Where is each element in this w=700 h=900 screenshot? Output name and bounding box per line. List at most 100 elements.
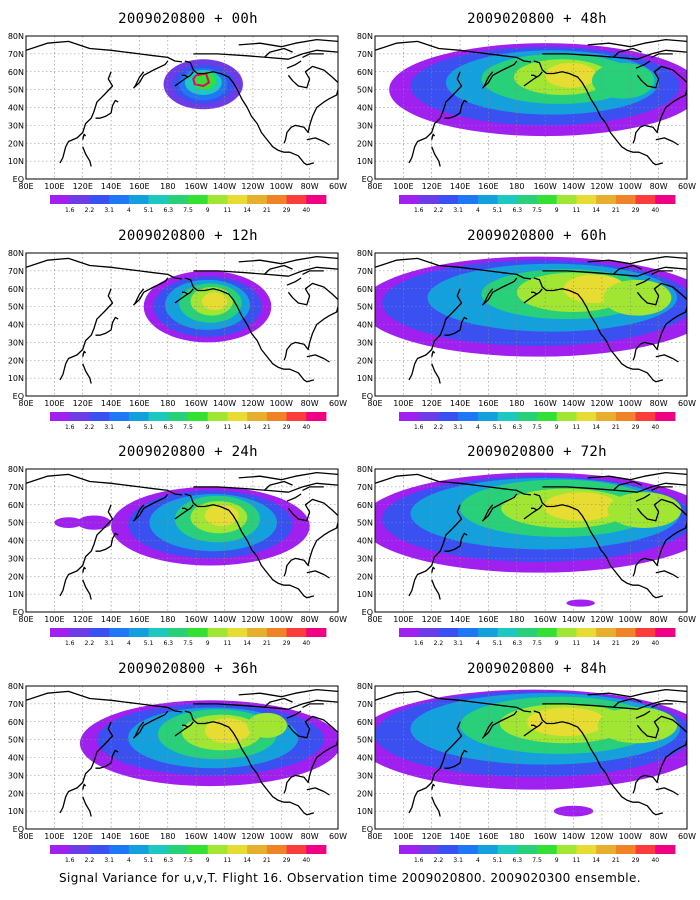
colorbar-label: 11: [573, 424, 581, 431]
coastline: [286, 60, 302, 69]
colorbar-swatch: [188, 628, 209, 637]
longitude-label: 120W: [590, 832, 613, 841]
latitude-label: 10N: [357, 157, 373, 166]
longitude-label: 120E: [73, 182, 93, 191]
panel-title: 2009020800 + 60h: [467, 228, 607, 244]
colorbar-swatch: [458, 412, 479, 421]
longitude-label: 120W: [590, 182, 613, 191]
colorbar-swatch: [517, 195, 538, 204]
colorbar-label: 9: [206, 424, 210, 431]
coastline: [82, 146, 92, 167]
latitude-label: EQ: [13, 825, 24, 834]
longitude-label: 140E: [450, 182, 470, 191]
longitude-label: 100W: [619, 615, 642, 624]
latitude-label: 10N: [8, 590, 24, 599]
latitude-label: 10N: [8, 807, 24, 816]
colorbar-swatch: [635, 845, 656, 854]
coastline: [302, 53, 324, 58]
panel-5: 2009020800 + 72h 80N 70N 60N 50N 40N 30N 20N 10…: [357, 443, 700, 659]
coastline: [302, 486, 324, 491]
longitude-label: 140W: [562, 399, 585, 408]
longitude-label: 60W: [329, 399, 347, 408]
colorbar-swatch: [556, 845, 577, 854]
coastline: [82, 579, 92, 600]
longitude-label: 180: [509, 182, 524, 191]
latitude-label: 20N: [8, 356, 24, 365]
longitude-label: 120E: [73, 615, 93, 624]
longitude-label: 80E: [18, 832, 33, 841]
colorbar-label: 9: [206, 207, 210, 214]
longitude-label: 160W: [185, 615, 208, 624]
colorbar-label: 7.5: [183, 640, 193, 647]
longitude-label: 180: [509, 615, 524, 624]
coastline: [263, 264, 293, 275]
gridlines: [26, 469, 338, 612]
colorbar-label: 6.3: [164, 857, 174, 864]
colorbar-swatch: [655, 628, 676, 637]
colorbar-label: 14: [592, 207, 600, 214]
coastline: [82, 783, 87, 790]
colorbar-label: 2.2: [85, 424, 95, 431]
longitude-label: 160E: [478, 182, 498, 191]
coastline: [59, 71, 114, 164]
longitude-label: 120W: [241, 832, 264, 841]
coastlines: [375, 688, 687, 817]
coastline: [287, 498, 338, 522]
coastline: [95, 99, 119, 119]
coastline: [444, 749, 468, 769]
panel-1: 2009020800 + 48h 80N 70N 60N 50N 40N 30N 20N 10…: [357, 10, 700, 226]
longitude-label: 180: [160, 832, 175, 841]
variance-field: [389, 43, 687, 137]
longitude-label: 60W: [329, 832, 347, 841]
panel-2: 2009020800 + 12h 80N 70N 60N 50N 40N 30N 20N 10…: [8, 227, 358, 443]
colorbar-label: 1.6: [65, 857, 75, 864]
longitude-label: 160W: [185, 182, 208, 191]
latitude-label: EQ: [13, 175, 24, 184]
coastline: [531, 724, 538, 728]
coastline: [193, 49, 338, 60]
latitude-label: 20N: [357, 572, 373, 581]
colorbar-label: 5.1: [493, 857, 503, 864]
gridlines: [375, 36, 687, 179]
colorbar-label: 40: [651, 207, 659, 214]
coastline: [431, 579, 441, 600]
longitude-label: 100E: [393, 399, 413, 408]
colorbar-swatch: [69, 412, 90, 421]
latitude-label: 30N: [357, 121, 373, 130]
colorbar-label: 7.5: [183, 857, 193, 864]
colorbar-swatch: [596, 412, 617, 421]
latitude-label: 40N: [357, 537, 373, 546]
colorbar-label: 2.2: [434, 640, 444, 647]
colorbar-swatch: [635, 195, 656, 204]
coastline: [612, 264, 642, 275]
coastline: [431, 133, 436, 140]
colorbar-label: 5.1: [144, 857, 154, 864]
coastline: [632, 522, 687, 577]
colorbar-label: 4: [476, 424, 480, 431]
longitude-label: 60W: [329, 182, 347, 191]
longitude-label: 120W: [590, 399, 613, 408]
longitude-label: 140E: [101, 399, 121, 408]
latitude-label: 40N: [8, 754, 24, 763]
colorbar-swatch: [576, 195, 597, 204]
longitude-label: 140W: [562, 832, 585, 841]
longitude-label: 100E: [44, 399, 64, 408]
coastline: [612, 480, 642, 491]
gridlines: [375, 469, 687, 612]
colorbar-label: 29: [632, 640, 640, 647]
colorbar-swatch: [458, 845, 479, 854]
variance-contour: [54, 517, 83, 528]
latitude-label: 80N: [357, 465, 373, 474]
longitude-label: 160E: [129, 615, 149, 624]
latitude-label: 20N: [357, 356, 373, 365]
colorbar-swatch: [266, 845, 287, 854]
colorbar-label: 3.1: [104, 640, 114, 647]
panel-0: 2009020800 + 00h 80N 70N 60N 50N 40N 30N 20N 10…: [8, 10, 358, 226]
colorbar-label: 7.5: [183, 207, 193, 214]
colorbar-label: 40: [651, 640, 659, 647]
colorbar-swatch: [438, 845, 459, 854]
